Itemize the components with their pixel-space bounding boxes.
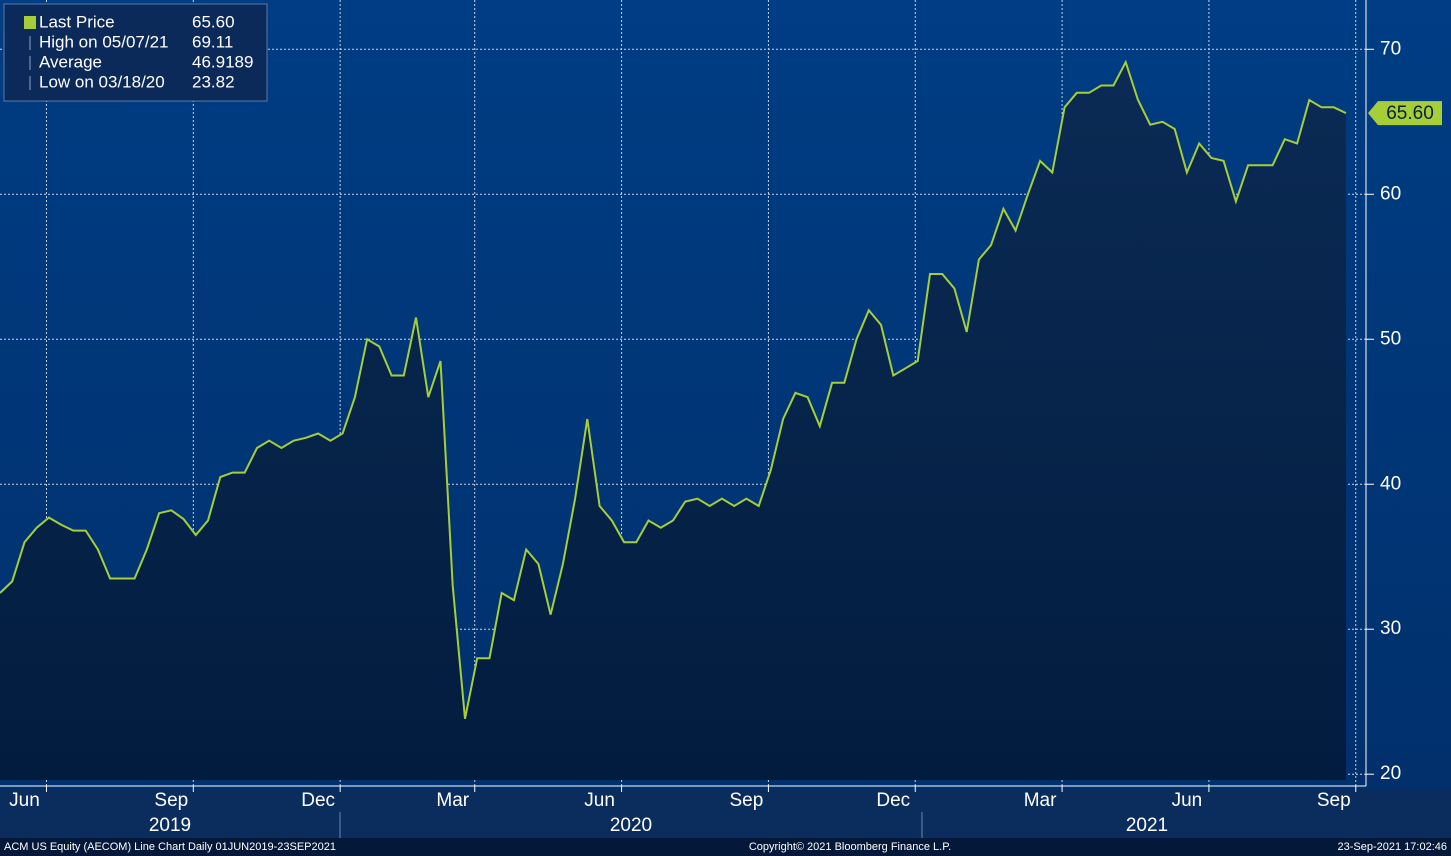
y-tick-label: 60 (1380, 183, 1401, 204)
legend-value: 23.82 (192, 72, 235, 91)
x-tick-label: Sep (730, 790, 764, 811)
x-tick-label: Sep (154, 790, 188, 811)
legend-label: High on 05/07/21 (39, 32, 169, 51)
x-tick-label: Mar (1024, 790, 1057, 811)
year-label: 2021 (1126, 815, 1168, 836)
x-tick-label: Jun (584, 790, 615, 811)
legend-value: 46.9189 (192, 52, 253, 71)
legend-label: Average (39, 52, 102, 71)
y-tick-label: 30 (1380, 618, 1401, 639)
legend-value: 65.60 (192, 12, 235, 31)
legend: Last Price 65.60 High on 05/07/21 69.11 Aver… (24, 12, 253, 91)
last-price-label: 65.60 (1386, 103, 1434, 124)
x-tick-label: Dec (876, 790, 910, 811)
y-tick-label: 50 (1380, 328, 1401, 349)
footer-center: Copyright© 2021 Bloomberg Finance L.P. (749, 841, 951, 853)
legend-label: Low on 03/18/20 (39, 72, 165, 91)
last-price-badge (1368, 101, 1442, 126)
footer-left: ACM US Equity (AECOM) Line Chart Daily 0… (4, 841, 336, 853)
x-tick-label: Sep (1317, 790, 1351, 811)
axes: 20 30 40 50 60 70 Jun Sep Dec Mar Jun Sep Dec Mar Jun S… (9, 38, 1442, 838)
x-tick-label: Dec (301, 790, 335, 811)
x-tick-label: Jun (1172, 790, 1203, 811)
footer-background (0, 838, 1451, 856)
footer-right: 23-Sep-2021 17:02:46 (1338, 841, 1447, 853)
legend-box (3, 3, 268, 102)
x-tick-label: Mar (436, 790, 469, 811)
x-tick-label: Jun (9, 790, 40, 811)
y-tick-label: 70 (1380, 38, 1401, 59)
marks (0, 59, 1347, 780)
year-label: 2019 (149, 815, 191, 836)
area (0, 62, 1346, 780)
price-line (0, 59, 1347, 719)
legend-value: 69.11 (192, 32, 233, 51)
legend-label: Last Price (39, 12, 115, 31)
legend-swatch (24, 16, 36, 29)
y-tick-label: 20 (1380, 763, 1401, 784)
x-axis-background (0, 790, 1451, 838)
year-label: 2020 (610, 815, 652, 836)
y-tick-label: 40 (1380, 473, 1401, 494)
